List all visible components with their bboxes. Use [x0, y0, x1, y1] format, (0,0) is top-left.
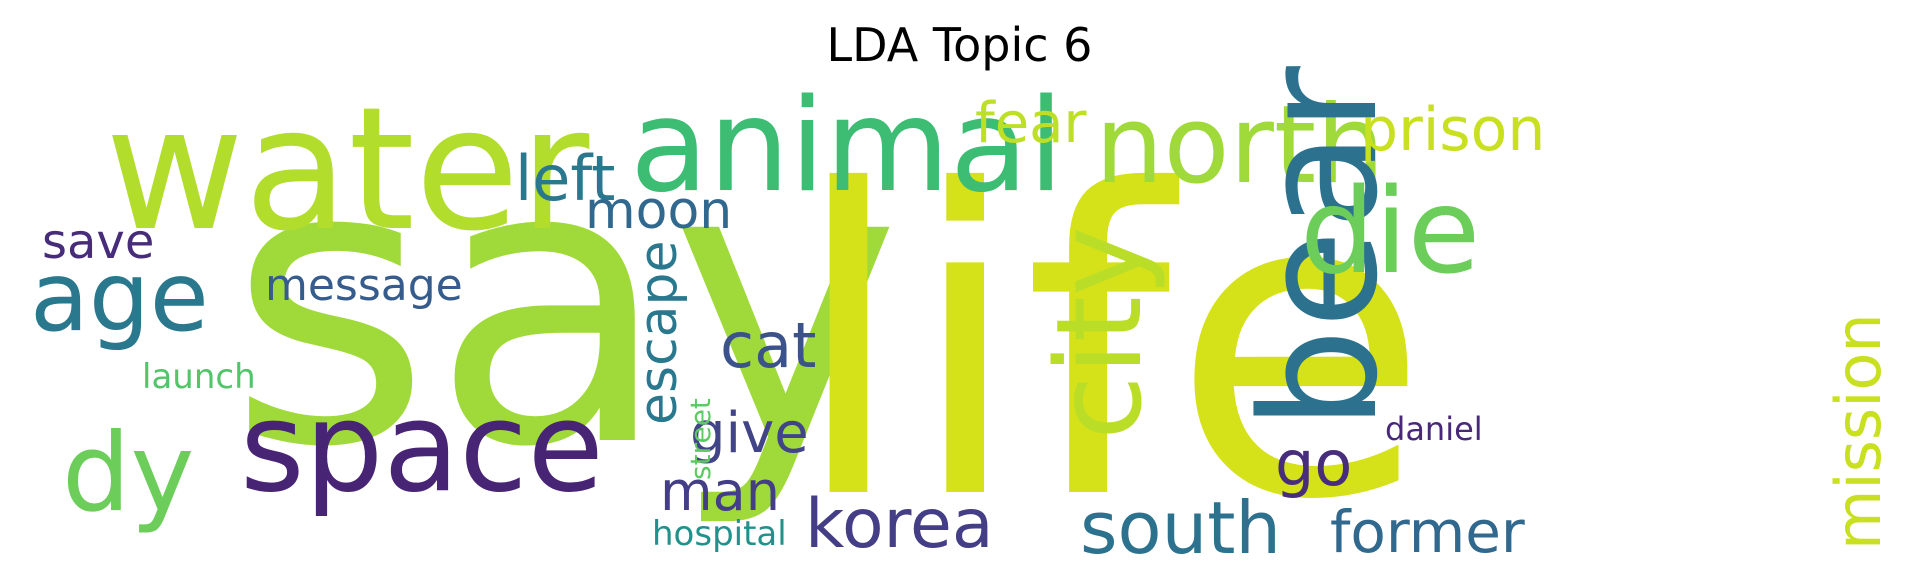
word-korea: korea	[805, 485, 994, 564]
word-daniel: daniel	[1385, 410, 1483, 448]
word-go: go	[1275, 427, 1352, 500]
word-hospital: hospital	[652, 514, 787, 554]
word-say: say	[228, 78, 901, 532]
word-city: city	[1030, 226, 1168, 440]
word-fear: fear	[975, 91, 1087, 156]
word-south: south	[1080, 486, 1281, 570]
word-man: man	[660, 460, 780, 523]
word-die: die	[1300, 162, 1480, 300]
word-water: water	[105, 71, 589, 269]
word-former: former	[1330, 498, 1525, 566]
word-message: message	[265, 260, 463, 311]
word-street: street	[684, 398, 717, 480]
word-prison: prison	[1360, 95, 1545, 165]
chart-title: LDA Topic 6	[826, 18, 1093, 72]
word-left: left	[515, 142, 615, 215]
word-cat: cat	[720, 309, 816, 382]
word-moon: moon	[585, 181, 732, 241]
word-bear: bear	[1226, 66, 1413, 430]
word-age: age	[30, 241, 209, 353]
word-life: life	[790, 103, 1430, 588]
word-give: give	[690, 401, 809, 466]
word-launch: launch	[142, 357, 256, 397]
word-north: north	[1095, 83, 1385, 208]
word-space: space	[240, 376, 604, 520]
word-escape: escape	[629, 240, 689, 425]
word-save: save	[42, 214, 154, 270]
word-animal: animal	[630, 72, 1064, 221]
word-mission: mission	[1822, 313, 1895, 550]
word-dy: dy	[62, 411, 194, 536]
